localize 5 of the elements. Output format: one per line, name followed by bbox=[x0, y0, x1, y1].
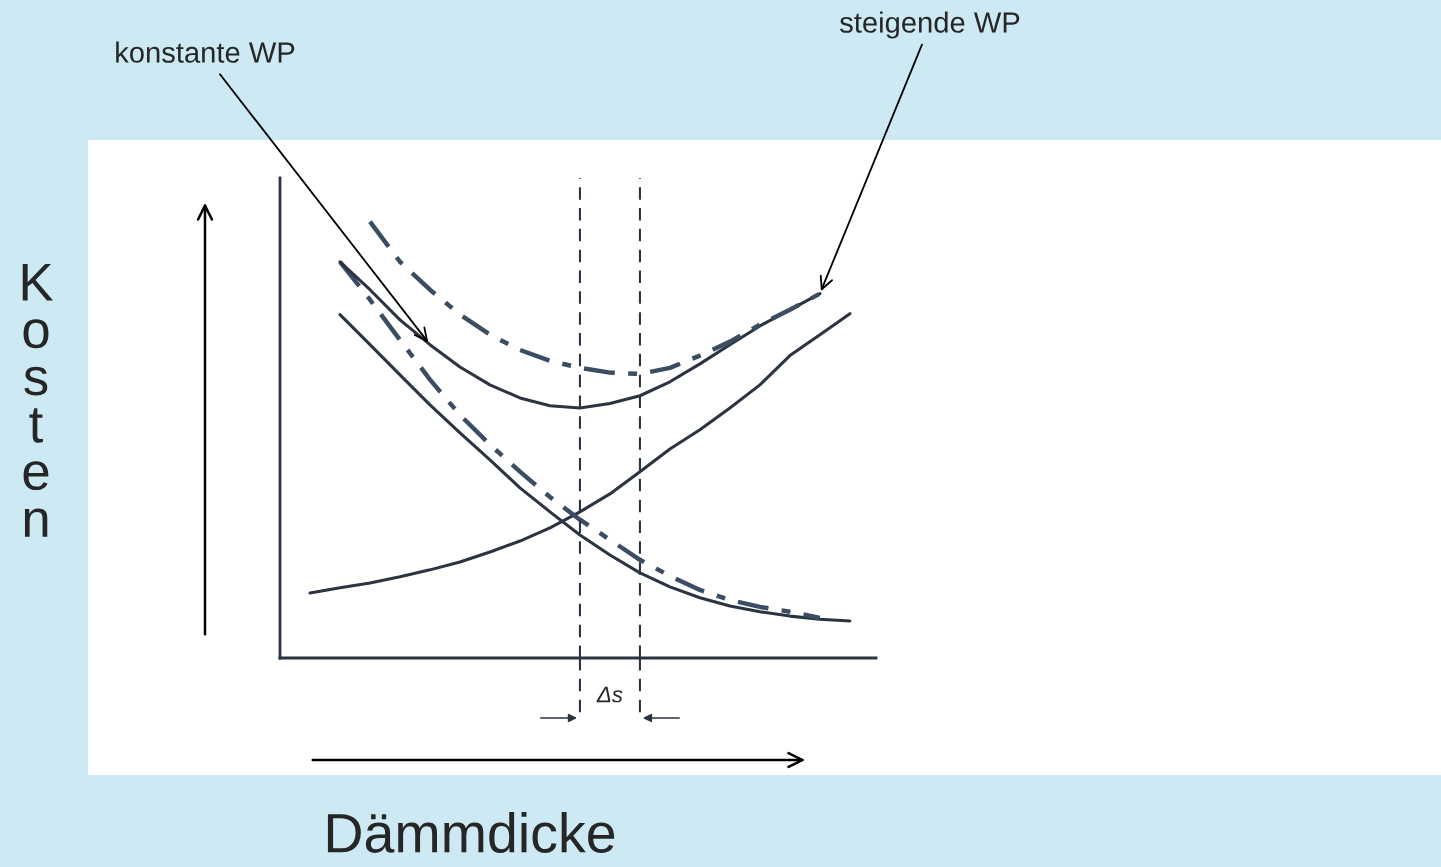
x-axis-title: Dämmdicke bbox=[327, 812, 615, 853]
y-axis-title: Kosten bbox=[22, 264, 54, 537]
text: Δs bbox=[596, 686, 623, 703]
text: konstante WP bbox=[116, 41, 295, 63]
text: steigende WP bbox=[840, 11, 1020, 39]
